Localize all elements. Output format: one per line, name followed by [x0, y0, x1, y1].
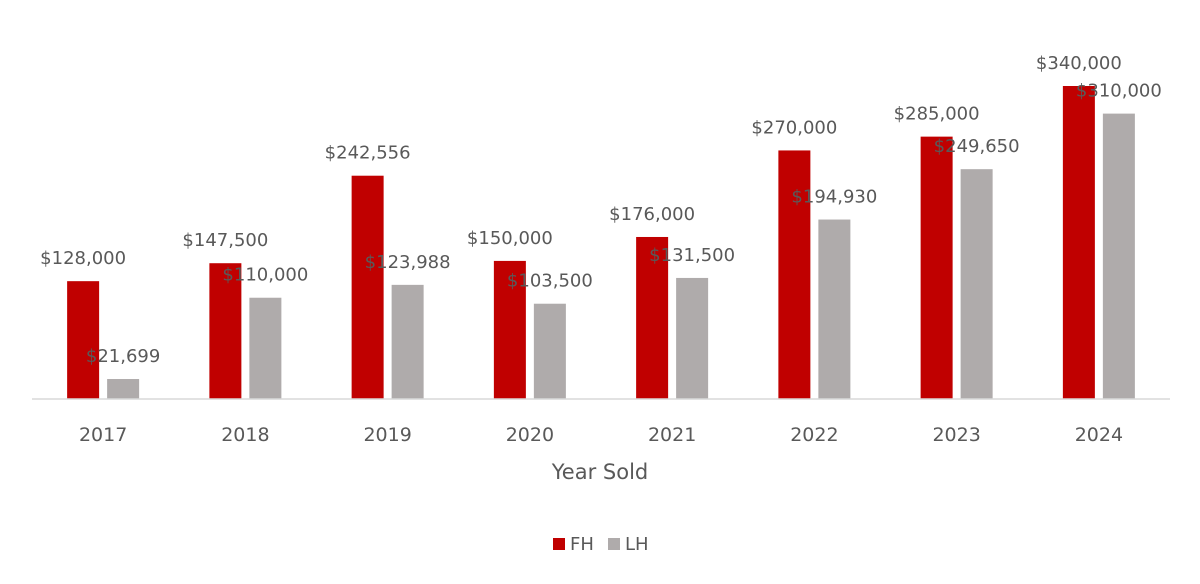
data-label-fh-2023: $285,000 — [894, 104, 980, 125]
data-label-lh-2020: $103,500 — [507, 271, 593, 292]
data-label-lh-2023: $249,650 — [934, 136, 1020, 157]
bar-fh-2024 — [1062, 86, 1095, 399]
bar-fh-2019 — [351, 175, 384, 399]
x-tick-label-2023: 2023 — [932, 424, 980, 446]
data-label-lh-2024: $310,000 — [1076, 81, 1162, 102]
data-label-fh-2018: $147,500 — [182, 230, 268, 251]
x-tick-label-2018: 2018 — [221, 424, 269, 446]
x-tick-label-2021: 2021 — [648, 424, 696, 446]
bar-lh-2023 — [960, 169, 993, 399]
data-label-fh-2019: $242,556 — [325, 143, 411, 164]
bar-fh-2021 — [636, 236, 669, 399]
data-label-fh-2024: $340,000 — [1036, 53, 1122, 74]
data-label-fh-2022: $270,000 — [751, 117, 837, 138]
data-label-lh-2021: $131,500 — [649, 245, 735, 266]
x-tick-labels: 2017 2018 2019 2020 2021 2022 2023 2024 — [79, 424, 1123, 446]
data-label-lh-2017: $21,699 — [86, 346, 160, 367]
legend: FH LH — [553, 534, 649, 555]
data-label-fh-2017: $128,000 — [40, 248, 126, 269]
bars-layer — [67, 86, 1135, 399]
x-tick-label-2024: 2024 — [1075, 424, 1123, 446]
data-label-fh-2020: $150,000 — [467, 228, 553, 249]
x-tick-label-2022: 2022 — [790, 424, 838, 446]
bar-fh-2017 — [67, 281, 100, 399]
legend-label-fh: FH — [570, 534, 594, 555]
x-tick-label-2017: 2017 — [79, 424, 127, 446]
bar-fh-2018 — [209, 263, 242, 399]
bar-lh-2020 — [533, 303, 566, 399]
legend-swatch-lh — [608, 538, 620, 550]
data-labels-layer: $128,000 $21,699 $147,500 $110,000 $242,556 $… — [40, 53, 1162, 367]
x-axis-title: Year Sold — [551, 460, 648, 484]
x-tick-label-2019: 2019 — [363, 424, 411, 446]
bar-lh-2018 — [249, 297, 282, 399]
data-label-fh-2021: $176,000 — [609, 204, 695, 225]
x-tick-label-2020: 2020 — [506, 424, 554, 446]
bar-lh-2022 — [818, 219, 851, 399]
bar-fh-2020 — [493, 260, 526, 399]
bar-lh-2021 — [676, 277, 709, 399]
data-label-lh-2018: $110,000 — [222, 265, 308, 286]
bar-lh-2019 — [391, 284, 424, 399]
bar-fh-2023 — [920, 136, 953, 399]
bar-lh-2017 — [107, 379, 140, 399]
data-label-lh-2019: $123,988 — [365, 252, 451, 273]
legend-swatch-fh — [553, 538, 565, 550]
bar-lh-2024 — [1102, 113, 1135, 399]
bar-fh-2022 — [778, 150, 811, 399]
legend-label-lh: LH — [625, 534, 649, 555]
data-label-lh-2022: $194,930 — [791, 187, 877, 208]
